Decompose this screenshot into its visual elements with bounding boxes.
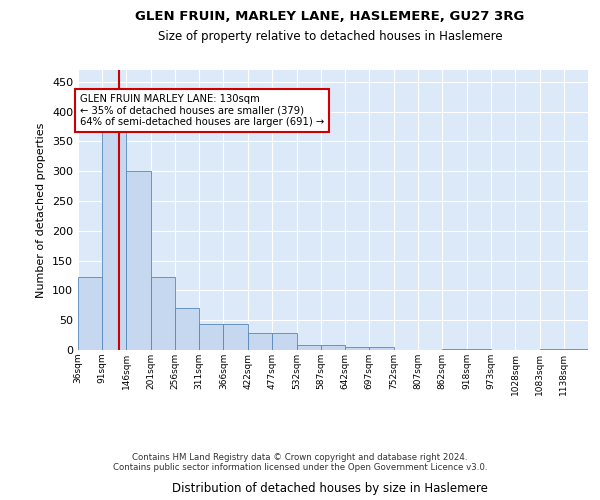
Bar (296, 345, 321, 350)
Bar (321, 345, 345, 350)
Bar (175, 308, 199, 350)
Bar (223, 324, 248, 350)
Bar (272, 334, 296, 350)
Bar (539, 349, 564, 350)
Bar (370, 347, 394, 350)
Text: Size of property relative to detached houses in Haslemere: Size of property relative to detached ho… (158, 30, 502, 43)
Text: Contains HM Land Registry data © Crown copyright and database right 2024.: Contains HM Land Registry data © Crown c… (132, 454, 468, 462)
Y-axis label: Number of detached properties: Number of detached properties (37, 122, 46, 298)
Bar (564, 349, 588, 350)
Text: Contains public sector information licensed under the Open Government Licence v3: Contains public sector information licen… (113, 464, 487, 472)
Bar (345, 347, 370, 350)
Text: GLEN FRUIN, MARLEY LANE, HASLEMERE, GU27 3RG: GLEN FRUIN, MARLEY LANE, HASLEMERE, GU27… (136, 10, 524, 23)
Bar (442, 349, 466, 350)
Bar (151, 278, 175, 350)
Text: Distribution of detached houses by size in Haslemere: Distribution of detached houses by size … (172, 482, 488, 495)
Bar (78, 278, 102, 350)
Bar (467, 349, 491, 350)
Text: GLEN FRUIN MARLEY LANE: 130sqm
← 35% of detached houses are smaller (379)
64% of: GLEN FRUIN MARLEY LANE: 130sqm ← 35% of … (80, 94, 324, 127)
Bar (199, 324, 223, 350)
Bar (127, 172, 151, 350)
Bar (102, 126, 127, 350)
Bar (248, 334, 272, 350)
